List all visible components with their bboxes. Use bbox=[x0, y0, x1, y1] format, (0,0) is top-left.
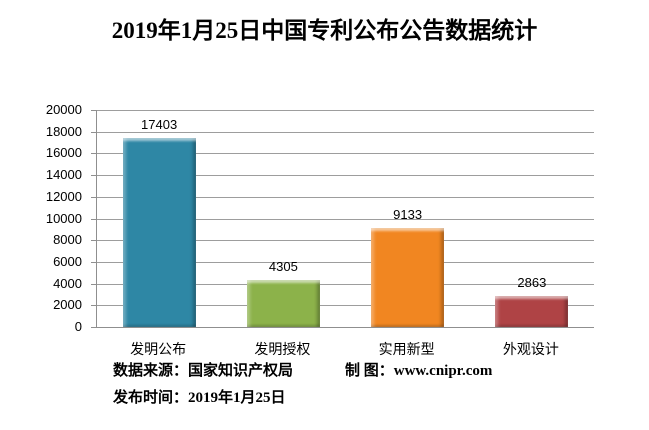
y-axis-label: 16000 bbox=[45, 145, 82, 161]
y-axis-label: 18000 bbox=[45, 123, 82, 139]
bar-value-label: 9133 bbox=[393, 206, 423, 222]
bar-1 bbox=[122, 138, 196, 327]
y-axis-label: 4000 bbox=[53, 275, 82, 291]
category-label: 发明公布 bbox=[130, 341, 187, 357]
y-axis-label: 10000 bbox=[45, 210, 82, 226]
gridline bbox=[97, 218, 594, 220]
gridline bbox=[97, 175, 594, 177]
credit-label: 制 图：www.cnipr.com bbox=[345, 363, 493, 379]
y-axis-label: 8000 bbox=[53, 232, 82, 248]
bar-value-label: 17403 bbox=[141, 117, 178, 133]
category-label: 外观设计 bbox=[502, 341, 559, 357]
x-axis-labels: 发明公布 发明授权 实用新型 外观设计 bbox=[96, 341, 593, 359]
category-label: 实用新型 bbox=[378, 341, 435, 357]
y-axis-tick bbox=[91, 283, 96, 285]
chart-title: 2019年1月25日中国专利公布公告数据统计 bbox=[111, 18, 538, 43]
y-axis-label: 6000 bbox=[53, 253, 82, 269]
bar-2 bbox=[246, 280, 320, 327]
gridline bbox=[97, 305, 594, 307]
y-axis-tick bbox=[91, 305, 96, 307]
y-axis-tick bbox=[91, 327, 96, 328]
bar-4 bbox=[495, 295, 569, 327]
y-axis-tick bbox=[91, 110, 96, 111]
bar-3 bbox=[371, 227, 445, 327]
publish-date-label: 发布时间：2019年1月25日 bbox=[113, 390, 286, 406]
gridline bbox=[97, 261, 594, 263]
y-axis-label: 2000 bbox=[53, 297, 82, 313]
y-axis-tick bbox=[91, 240, 96, 242]
category-label: 发明授权 bbox=[254, 341, 311, 357]
y-axis-label: 14000 bbox=[45, 167, 82, 183]
gridline bbox=[97, 240, 594, 242]
bar-value-label: 4305 bbox=[268, 259, 298, 275]
y-axis-label: 0 bbox=[74, 319, 82, 334]
y-axis-tick bbox=[91, 196, 96, 198]
y-axis-tick bbox=[91, 261, 96, 263]
gridline bbox=[97, 283, 594, 285]
y-axis-tick bbox=[91, 131, 96, 133]
gridline bbox=[97, 196, 594, 198]
bar-value-label: 2863 bbox=[517, 274, 547, 290]
y-axis-ticks bbox=[91, 110, 96, 328]
y-axis-tick bbox=[91, 153, 96, 155]
y-axis-tick bbox=[91, 175, 96, 177]
gridline bbox=[97, 153, 594, 155]
data-source-label: 数据来源：国家知识产权局 bbox=[113, 363, 294, 379]
y-axis-label: 12000 bbox=[45, 188, 82, 204]
y-axis-label: 20000 bbox=[45, 102, 82, 117]
gridline bbox=[97, 131, 594, 133]
plot-area: 17403 4305 9133 2863 bbox=[96, 110, 594, 328]
gridline bbox=[97, 110, 594, 111]
y-axis-labels: 0 2000 4000 6000 8000 10000 12000 14000 16000 180… bbox=[0, 102, 82, 334]
y-axis-tick bbox=[91, 218, 96, 220]
